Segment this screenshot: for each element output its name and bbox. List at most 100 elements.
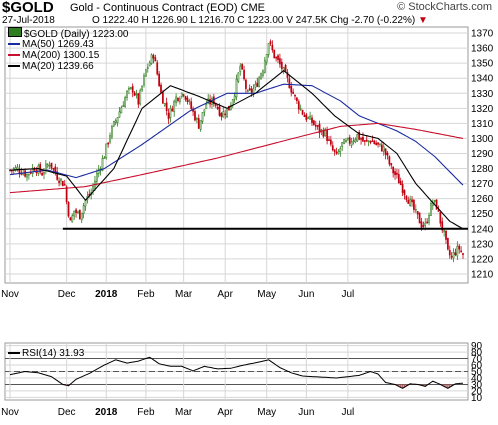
rsi-legend-label: RSI(14) 31.93 xyxy=(22,348,85,359)
ohlc-values: O 1222.40 H 1226.90 L 1216.70 C 1223.00 … xyxy=(92,15,416,26)
candle-body xyxy=(129,87,132,89)
candle-body xyxy=(407,199,410,204)
candle-body xyxy=(335,151,338,154)
price-tick-label: 1280 xyxy=(471,164,494,175)
candle-body xyxy=(162,92,164,104)
candle-body xyxy=(309,115,311,120)
candle-body xyxy=(422,225,425,227)
ma50-line xyxy=(9,83,464,186)
price-tick-label: 1310 xyxy=(471,119,494,130)
candle-body xyxy=(33,168,36,171)
rsi-tick-label: 10 xyxy=(471,393,483,404)
legend-price: $GOLD (Daily) 1223.00 xyxy=(8,27,129,40)
ma20-legend-swatch xyxy=(8,65,20,68)
price-tick-label: 1350 xyxy=(471,59,494,70)
candle-body xyxy=(131,86,134,93)
candle-body xyxy=(56,171,59,180)
candle-body xyxy=(318,123,321,134)
price-x-label: May xyxy=(257,289,276,300)
candle-body xyxy=(203,109,206,113)
candle-body xyxy=(248,88,251,91)
candle-body xyxy=(252,88,255,94)
candle-body xyxy=(286,72,289,78)
candle-body xyxy=(175,96,177,104)
candle-body xyxy=(39,164,42,173)
copyright-label[interactable]: © StockCharts.com xyxy=(397,1,492,13)
contract-description: Gold - Continuous Contract (EOD) CME xyxy=(70,2,266,14)
legend-ma200: MA(200) 1300.15 xyxy=(8,50,99,61)
candle-body xyxy=(58,180,60,183)
candle-body xyxy=(460,250,462,253)
candle-body xyxy=(354,139,357,143)
candle-body xyxy=(137,93,140,105)
candle-body xyxy=(401,184,404,193)
price-tick-label: 1270 xyxy=(471,179,494,190)
candle-body xyxy=(435,199,438,210)
candle-body xyxy=(135,93,138,96)
candle-body xyxy=(179,98,181,103)
candle-body xyxy=(188,100,191,102)
candle-body xyxy=(148,62,151,67)
candle-body xyxy=(229,104,232,111)
price-x-label: Jul xyxy=(341,289,354,300)
candle-body xyxy=(145,69,147,77)
candle-body xyxy=(233,95,236,100)
price-tick-label: 1370 xyxy=(471,29,494,40)
candle-body xyxy=(143,75,145,86)
candle-body xyxy=(433,199,436,202)
candle-body xyxy=(388,156,391,165)
candle-body xyxy=(414,208,417,211)
candle-body xyxy=(80,212,83,221)
candle-body xyxy=(363,140,366,142)
rsi-tick-label: 90 xyxy=(471,341,483,352)
price-x-label: Dec xyxy=(58,289,76,300)
quote-date: 27-Jul-2018 xyxy=(2,15,55,26)
candle-body xyxy=(152,55,155,59)
candle-body xyxy=(256,82,259,87)
price-plot-frame xyxy=(4,26,469,284)
price-tick-label: 1260 xyxy=(471,194,494,205)
candle-body xyxy=(120,107,123,114)
legend-ma20: MA(20) 1239.66 xyxy=(8,61,94,72)
candle-body xyxy=(73,210,76,217)
price-tick-label: 1330 xyxy=(471,89,494,100)
candle-body xyxy=(124,97,127,107)
rsi-x-label: May xyxy=(257,407,276,418)
candle-body xyxy=(356,134,359,142)
candle-body xyxy=(439,211,442,224)
candle-body xyxy=(160,84,162,93)
candle-body xyxy=(379,143,381,146)
candle-body xyxy=(409,198,412,206)
candle-body xyxy=(380,144,383,152)
candle-body xyxy=(165,102,168,112)
candle-body xyxy=(314,124,317,127)
candle-body xyxy=(150,54,153,64)
candle-body xyxy=(28,173,30,176)
candle-body xyxy=(411,199,413,203)
candle-body xyxy=(48,164,51,167)
candle-body xyxy=(112,121,115,127)
price-tick-label: 1360 xyxy=(471,44,494,55)
candle-body xyxy=(116,117,119,123)
candle-body xyxy=(437,210,440,212)
candle-body xyxy=(254,83,257,88)
candle-body xyxy=(292,91,294,94)
candle-body xyxy=(69,217,72,221)
candle-body xyxy=(331,145,334,151)
candle-body xyxy=(462,253,464,255)
price-legend-swatch xyxy=(8,27,22,37)
candle-body xyxy=(235,78,238,98)
candle-body xyxy=(303,115,306,118)
candle-body xyxy=(326,129,328,141)
candle-body xyxy=(146,67,149,69)
candle-body xyxy=(18,168,21,173)
candle-body xyxy=(447,238,449,250)
candle-body xyxy=(454,252,457,255)
candle-body xyxy=(224,113,227,116)
price-tick-label: 1300 xyxy=(471,134,494,145)
candle-body xyxy=(226,108,228,118)
candle-body xyxy=(258,77,261,88)
candle-body xyxy=(418,212,421,224)
candle-body xyxy=(24,170,26,177)
candle-body xyxy=(201,112,204,122)
